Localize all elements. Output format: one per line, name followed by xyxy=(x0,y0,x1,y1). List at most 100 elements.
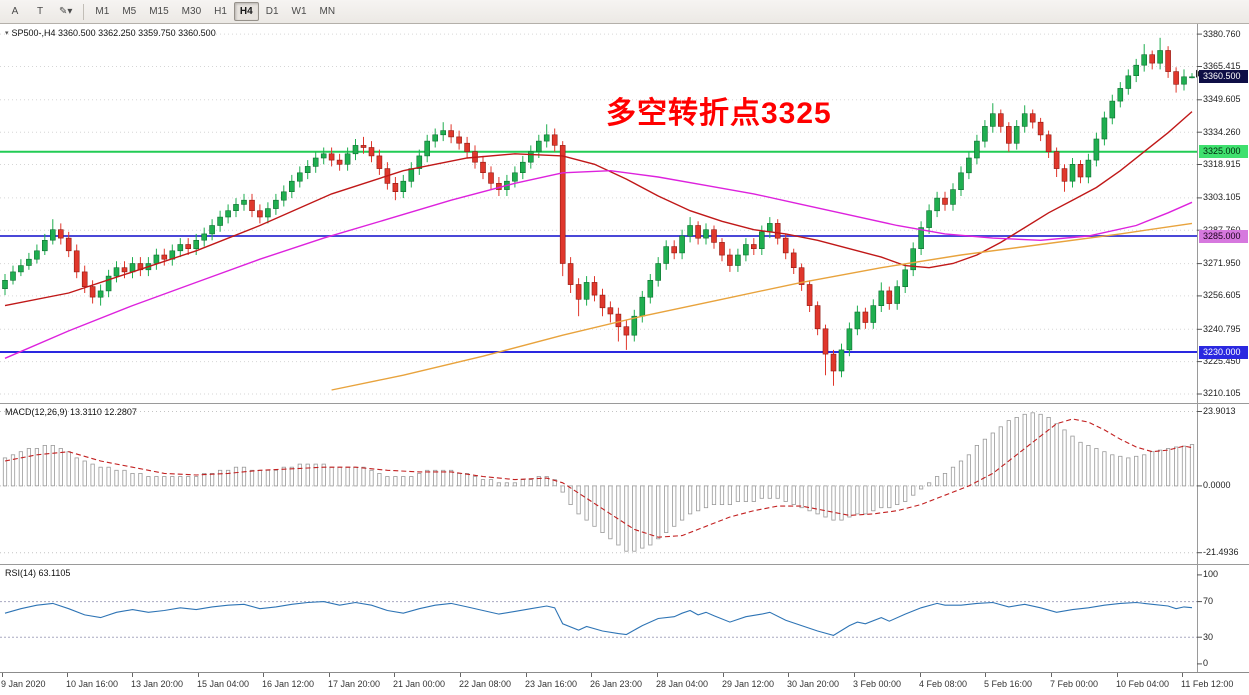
timeframe-button-w1[interactable]: W1 xyxy=(291,6,307,17)
macd-bar xyxy=(106,466,111,487)
annotation-text[interactable]: 多空转折点3325 xyxy=(606,97,832,130)
macd-signal-line xyxy=(4,418,1193,538)
price-tick-label: 3210.105 xyxy=(1203,388,1241,399)
price-tick-label: 3349.605 xyxy=(1203,94,1241,105)
candle-body xyxy=(599,294,606,309)
macd-bar xyxy=(903,485,908,502)
timeframe-button-mn[interactable]: MN xyxy=(319,6,336,17)
time-axis[interactable]: 9 Jan 2020 10 Jan 16:00 13 Jan 20:00 15 Jan… xyxy=(0,672,1249,695)
candle-body xyxy=(989,113,996,127)
macd-bar xyxy=(409,476,414,487)
macd-bar xyxy=(1078,441,1083,487)
macd-bar xyxy=(640,485,645,549)
macd-bar xyxy=(472,476,478,487)
price-axis[interactable]: 3380.760 3365.415 3349.605 3334.260 3318.915… xyxy=(1199,24,1249,672)
candle-body xyxy=(615,313,622,328)
macd-bar xyxy=(1086,444,1091,487)
candle-body xyxy=(535,140,542,152)
macd-bar xyxy=(281,466,286,487)
candle-body xyxy=(480,161,486,173)
time-label: 4 Feb 08:00 xyxy=(919,679,968,689)
macd-bar xyxy=(361,466,366,487)
candle-body xyxy=(527,151,534,163)
time-label: 10 Feb 04:00 xyxy=(1116,679,1170,689)
timeframe-button-m5[interactable]: M5 xyxy=(122,6,137,17)
macd-bar xyxy=(982,438,988,487)
timeframe-button-m30[interactable]: M30 xyxy=(181,6,202,17)
macd-bar xyxy=(751,485,756,502)
candle-body xyxy=(241,199,247,205)
candle-body xyxy=(934,197,940,212)
macd-bar xyxy=(966,454,972,487)
candle-body xyxy=(177,244,184,252)
candle-body xyxy=(1165,50,1171,72)
macd-bar xyxy=(488,479,494,487)
macd-bar xyxy=(711,485,717,505)
draw-tool-button[interactable]: ✎▾ xyxy=(59,6,73,17)
candle-body xyxy=(679,235,685,254)
macd-bar xyxy=(958,460,964,487)
rsi-axis-label: 100 xyxy=(1203,569,1219,580)
candle-body xyxy=(400,180,407,192)
candle-body xyxy=(790,252,797,268)
macd-bar xyxy=(273,469,279,487)
chart-canvas[interactable] xyxy=(0,24,1249,694)
candle-body xyxy=(519,161,526,173)
candle-body xyxy=(1173,71,1179,85)
candle-body xyxy=(758,231,765,250)
timeframe-button-m1[interactable]: M1 xyxy=(95,6,110,17)
candle-body xyxy=(328,153,335,161)
candle-body xyxy=(249,199,255,211)
candle-body xyxy=(950,189,956,205)
macd-bar xyxy=(911,485,916,496)
macd-bar xyxy=(480,479,486,487)
macd-bar xyxy=(950,466,956,487)
macd-bar xyxy=(919,485,924,490)
candle-body xyxy=(368,147,375,157)
toolbar-separator xyxy=(83,3,85,20)
candle-body xyxy=(416,155,423,169)
macd-bar xyxy=(664,485,669,533)
candle-body xyxy=(1005,126,1012,144)
chart-ohlc-text: SP500-,H4 3360.500 3362.250 3359.750 336… xyxy=(11,28,216,38)
macd-bar xyxy=(217,469,223,487)
macd-bar xyxy=(767,485,772,499)
symbol-dropdown-icon[interactable]: ▾ xyxy=(5,30,9,37)
time-tick xyxy=(854,673,855,677)
timeframe-button-h1[interactable]: H1 xyxy=(214,6,227,17)
candle-body xyxy=(1061,168,1068,182)
candle-body xyxy=(34,250,40,260)
timeframe-button-m15[interactable]: M15 xyxy=(149,6,169,17)
annotate-tool-button[interactable]: A xyxy=(11,6,19,17)
candle-body xyxy=(687,225,693,237)
candle-body xyxy=(551,134,558,146)
time-tick xyxy=(132,673,133,677)
macd-bar xyxy=(927,482,932,487)
macd-bar xyxy=(433,469,438,487)
candle-body xyxy=(671,246,678,254)
candle-body xyxy=(997,113,1004,127)
macd-bar xyxy=(202,472,207,487)
candle-body xyxy=(257,210,263,218)
timeframe-button-d1[interactable]: D1 xyxy=(265,6,279,17)
candle-body xyxy=(392,183,399,193)
candle-body xyxy=(280,191,287,201)
candle-body xyxy=(18,265,24,273)
macd-bar xyxy=(799,485,804,509)
text-tool-button[interactable]: T xyxy=(36,6,44,17)
macd-bar xyxy=(194,476,199,487)
macd-bar xyxy=(257,469,263,487)
candle-body xyxy=(360,145,367,148)
time-label: 10 Jan 16:00 xyxy=(66,679,119,689)
candles-series[interactable] xyxy=(2,37,1195,386)
macd-bar xyxy=(162,476,167,487)
chart-window[interactable]: ▾ SP500-,H4 3360.500 3362.250 3359.750 3… xyxy=(0,24,1249,695)
timeframe-button-h4[interactable]: H4 xyxy=(233,2,259,21)
macd-bar xyxy=(1126,457,1131,487)
candle-body xyxy=(774,223,781,239)
macd-bar xyxy=(146,476,151,487)
macd-bar xyxy=(209,472,215,487)
candle-body xyxy=(312,157,319,167)
macd-bar xyxy=(138,472,143,487)
macd-bar xyxy=(130,472,135,487)
